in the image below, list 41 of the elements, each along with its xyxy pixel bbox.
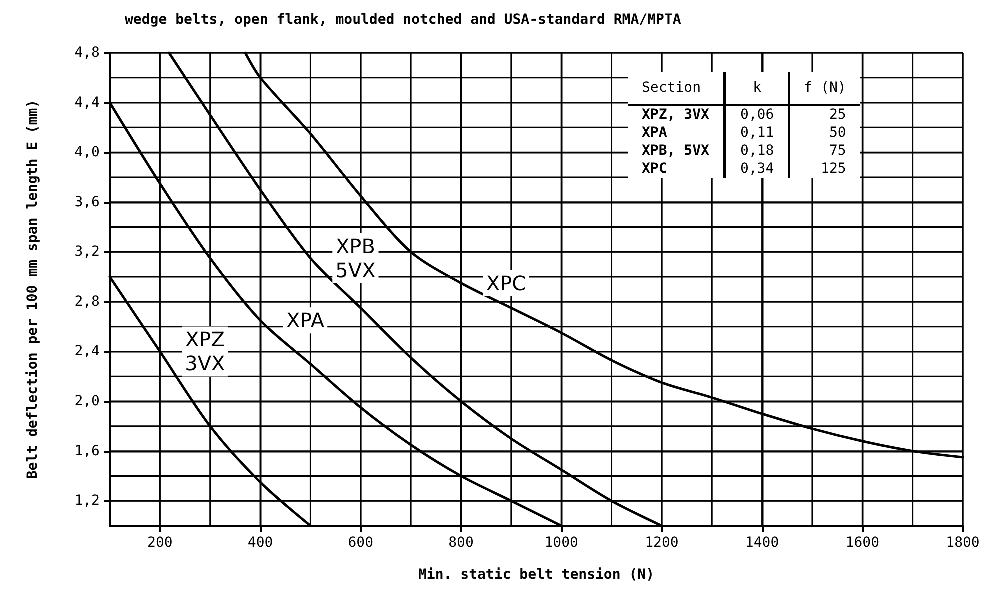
annotation: 0,06 — [724, 105, 790, 124]
y-tick-label: 4,0 — [74, 144, 100, 161]
y-tick-label: 4,4 — [74, 94, 100, 111]
x-tick-label: 400 — [248, 535, 274, 551]
series-label: XPA — [286, 308, 325, 333]
annotation: 50 — [828, 124, 848, 142]
x-tick-label: 1800 — [946, 535, 980, 551]
y-tick-label: 3,6 — [74, 194, 100, 210]
y-tick-label: 1,2 — [74, 493, 100, 510]
x-tick-label: 600 — [348, 535, 374, 551]
x-tick-label: 800 — [448, 535, 474, 551]
annotation: 125 — [820, 160, 848, 178]
annotation: k — [724, 72, 790, 105]
annotation: XPC — [641, 160, 668, 178]
series-label: XPZ 3VX — [185, 328, 226, 376]
y-tick-label: 2,0 — [74, 394, 100, 410]
annotation: XPA — [641, 124, 668, 142]
annotation: 75 — [828, 142, 848, 160]
annotation: 0,34 — [724, 160, 790, 178]
annotation: f (N) — [789, 72, 860, 105]
annotation: Section — [628, 72, 725, 105]
annotation: 25 — [828, 106, 848, 124]
y-tick-label: 2,8 — [74, 294, 100, 310]
series-label: XPC — [486, 271, 526, 296]
x-tick-label: 1000 — [544, 535, 578, 551]
annotation: XPB, 5VX — [641, 142, 710, 160]
x-tick-label: 1600 — [846, 535, 880, 551]
y-tick-label: 3,2 — [74, 244, 100, 260]
y-tick-label: 1,6 — [74, 443, 100, 460]
y-tick-label: 2,4 — [74, 344, 100, 360]
x-axis-title: Min. static belt tension (N) — [418, 567, 655, 583]
annotation: 0,18 — [724, 142, 790, 160]
y-tick-label: 4,8 — [74, 45, 100, 61]
chart-title: wedge belts, open flank, moulded notched and USA-standard RMA/MPTA — [125, 12, 682, 28]
x-tick-label: 1200 — [645, 535, 679, 551]
series-label: XPB 5VX — [336, 234, 376, 282]
annotation: 0,11 — [724, 124, 790, 142]
x-tick-label: 1400 — [745, 535, 780, 551]
x-tick-label: 200 — [148, 535, 173, 551]
y-axis-title: Belt deflection per 100 mm span length E (mm) — [25, 100, 41, 480]
annotation: XPZ, 3VX — [641, 106, 710, 124]
